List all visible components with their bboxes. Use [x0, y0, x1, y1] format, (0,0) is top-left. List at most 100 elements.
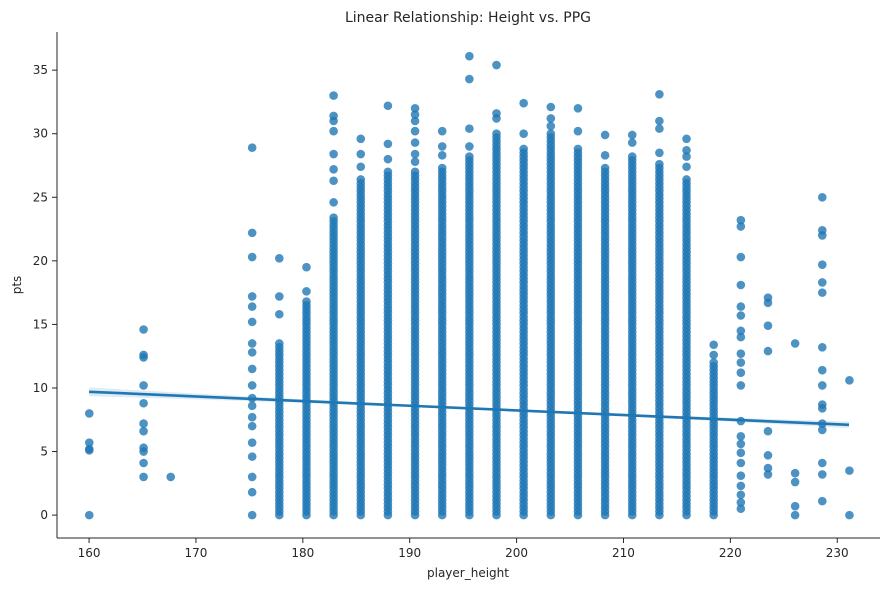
y-tick-label: 20	[33, 254, 48, 268]
scatter-point	[682, 134, 691, 144]
scatter-point	[492, 60, 501, 70]
scatter-point	[817, 425, 827, 435]
scatter-point	[383, 101, 393, 111]
scatter-point	[247, 317, 257, 327]
scatter-point	[709, 350, 718, 360]
scatter-point	[817, 458, 827, 468]
scatter-point	[247, 487, 257, 497]
scatter-point	[682, 162, 691, 172]
scatter-point	[736, 368, 746, 378]
scatter-point	[763, 463, 773, 473]
scatter-point	[437, 163, 447, 173]
scatter-point	[817, 381, 827, 390]
scatter-point	[736, 504, 746, 514]
scatter-point	[465, 51, 474, 61]
scatter-point	[736, 498, 746, 507]
scatter-point	[709, 340, 718, 350]
scatter-point	[817, 288, 827, 297]
scatter-point	[736, 490, 746, 500]
scatter-point	[519, 144, 528, 154]
scatter-point	[247, 348, 257, 357]
scatter-point	[410, 126, 420, 136]
x-tick-label: 170	[184, 546, 207, 560]
scatter-point	[247, 252, 257, 262]
scatter-point	[519, 129, 528, 139]
y-tick-label: 0	[40, 508, 48, 522]
scatter-point	[790, 468, 800, 478]
scatter-point	[546, 114, 556, 123]
scatter-point	[329, 165, 338, 174]
scatter-point	[655, 159, 664, 169]
scatter-point	[736, 332, 746, 342]
scatter-point	[329, 176, 338, 186]
scatter-point	[437, 142, 447, 151]
scatter-point	[546, 121, 556, 131]
scatter-point	[139, 419, 148, 428]
scatter-point	[736, 349, 746, 358]
scatter-point	[247, 510, 257, 520]
scatter-point	[817, 192, 827, 202]
scatter-point	[356, 149, 366, 159]
scatter-point	[410, 116, 420, 126]
scatter-point	[139, 472, 148, 482]
y-tick-label: 35	[33, 63, 48, 77]
scatter-point	[736, 431, 746, 441]
scatter-point	[410, 138, 420, 147]
scatter-point	[383, 154, 393, 164]
scatter-point	[736, 302, 746, 311]
scatter-point	[302, 287, 311, 296]
scatter-point	[410, 149, 420, 159]
x-tick-label: 220	[719, 546, 742, 560]
scatter-point	[329, 111, 338, 121]
scatter-point	[247, 452, 257, 461]
regression-line	[89, 390, 850, 427]
scatter-point	[437, 126, 447, 136]
scatter-point	[763, 321, 773, 330]
scatter-point	[329, 198, 338, 207]
scatter-point	[736, 471, 746, 481]
scatter-point	[600, 163, 610, 173]
scatter-point	[247, 421, 257, 431]
scatter-point	[329, 149, 338, 159]
y-tick-label: 10	[33, 381, 48, 395]
x-tick-label: 200	[505, 546, 528, 560]
scatter-point	[139, 458, 148, 468]
scatter-point	[247, 292, 257, 301]
x-tick-label: 180	[291, 546, 314, 560]
chart-title: Linear Relationship: Height vs. PPG	[345, 10, 591, 26]
scatter-point	[845, 466, 854, 475]
scatter-point	[736, 458, 746, 468]
scatter-point	[247, 412, 257, 422]
y-axis-label: pts	[10, 276, 24, 295]
scatter-point	[817, 400, 827, 409]
scatter-point	[655, 124, 664, 133]
scatter-point	[736, 439, 746, 449]
scatter-point	[763, 470, 773, 479]
scatter-point	[84, 444, 94, 454]
scatter-point	[790, 339, 800, 348]
scatter-point	[763, 451, 773, 460]
scatter-point	[247, 472, 257, 482]
scatter-point	[410, 110, 420, 119]
x-tick-label: 160	[78, 546, 101, 560]
scatter-point	[546, 102, 556, 112]
scatter-point	[139, 325, 148, 334]
scatter-point	[302, 262, 311, 272]
scatter-point	[546, 129, 556, 139]
scatter-point	[763, 293, 773, 303]
scatter-point	[437, 151, 447, 160]
x-tick-label: 190	[398, 546, 421, 560]
scatter-point	[84, 510, 94, 520]
scatter-point	[465, 152, 474, 161]
regression-layer	[89, 387, 850, 429]
scatter-point	[790, 501, 800, 511]
scatter-point	[655, 116, 664, 126]
scatter-point	[465, 74, 474, 84]
scatter-point	[763, 426, 773, 436]
scatter-point	[736, 381, 746, 390]
scatter-point	[573, 144, 583, 154]
scatter-point	[302, 297, 311, 306]
scatter-point	[817, 365, 827, 375]
x-axis-label: player_height	[427, 566, 509, 580]
scatter-point	[736, 326, 746, 336]
